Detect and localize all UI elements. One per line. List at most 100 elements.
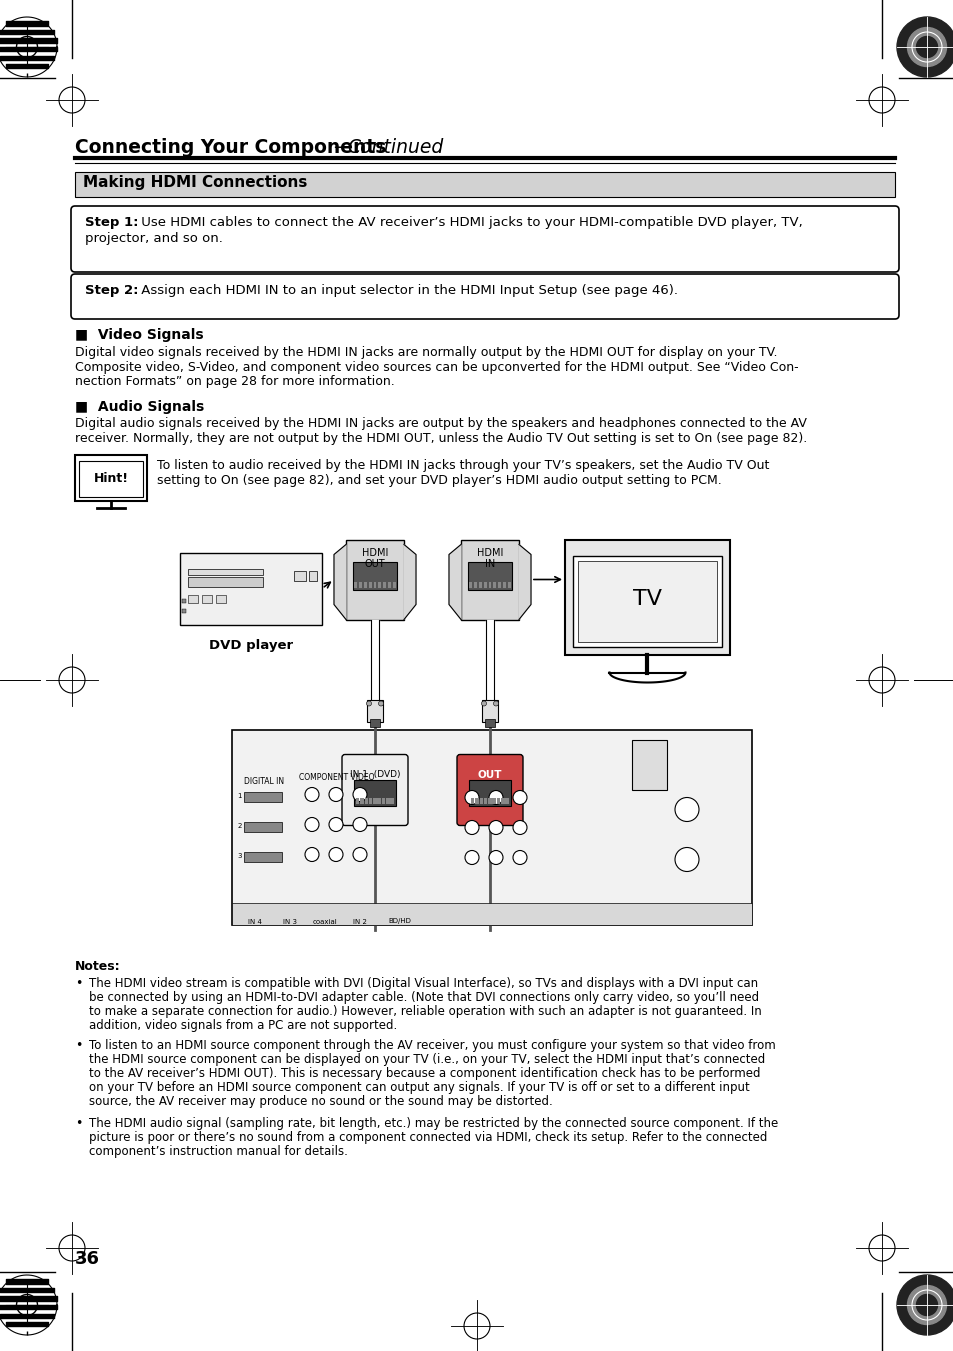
Bar: [180, 553, 322, 624]
Bar: [188, 569, 263, 574]
Text: Notes:: Notes:: [75, 959, 120, 973]
Bar: [355, 797, 359, 804]
FancyBboxPatch shape: [71, 274, 898, 319]
Text: DIGITAL IN: DIGITAL IN: [244, 777, 284, 786]
Circle shape: [366, 701, 371, 707]
Circle shape: [489, 790, 502, 804]
Bar: [474, 581, 476, 588]
Bar: [244, 821, 282, 831]
Bar: [483, 581, 486, 588]
Text: 3: 3: [237, 854, 242, 859]
Bar: [390, 797, 394, 804]
Text: ■  Video Signals: ■ Video Signals: [75, 328, 203, 342]
Bar: [578, 561, 717, 642]
Text: —: —: [333, 138, 352, 157]
Text: HDMI
IN: HDMI IN: [476, 547, 502, 569]
Polygon shape: [0, 1275, 57, 1335]
Bar: [493, 581, 496, 588]
Bar: [488, 581, 491, 588]
Circle shape: [675, 847, 699, 871]
Text: •: •: [75, 1039, 82, 1052]
Text: setting to On (see page 82), and set your DVD player’s HDMI audio output setting: setting to On (see page 82), and set you…: [157, 474, 721, 486]
Circle shape: [916, 1294, 937, 1316]
Bar: [202, 594, 212, 603]
Circle shape: [329, 847, 343, 862]
Bar: [564, 539, 729, 654]
Bar: [388, 581, 391, 588]
Circle shape: [305, 817, 318, 831]
Bar: [505, 797, 508, 804]
Text: TV: TV: [633, 589, 661, 609]
Circle shape: [481, 701, 486, 707]
Text: Composite video, S-Video, and component video sources can be upconverted for the: Composite video, S-Video, and component …: [75, 361, 798, 373]
Text: on your TV before an HDMI source component can output any signals. If your TV is: on your TV before an HDMI source compone…: [89, 1082, 749, 1094]
Text: the HDMI source component can be displayed on your TV (i.e., on your TV, select : the HDMI source component can be display…: [89, 1054, 764, 1066]
Bar: [215, 594, 226, 603]
Circle shape: [353, 817, 367, 831]
Bar: [374, 581, 376, 588]
Circle shape: [353, 847, 367, 862]
Text: to the AV receiver’s HDMI OUT). This is necessary because a component identifica: to the AV receiver’s HDMI OUT). This is …: [89, 1067, 760, 1081]
Text: addition, video signals from a PC are not supported.: addition, video signals from a PC are no…: [89, 1019, 396, 1032]
Text: DVD player: DVD player: [209, 639, 293, 651]
Text: HDMI
OUT: HDMI OUT: [361, 547, 388, 569]
Bar: [481, 700, 497, 721]
Polygon shape: [449, 544, 460, 620]
Bar: [488, 797, 491, 804]
Text: OUT: OUT: [477, 770, 501, 780]
Circle shape: [464, 851, 478, 865]
Bar: [244, 851, 282, 862]
Bar: [353, 562, 396, 589]
Text: source, the AV receiver may produce no sound or the sound may be distorted.: source, the AV receiver may produce no s…: [89, 1096, 552, 1109]
Bar: [475, 797, 478, 804]
Text: 1: 1: [237, 793, 242, 800]
Circle shape: [906, 1286, 945, 1324]
Bar: [393, 581, 395, 588]
Bar: [294, 570, 306, 581]
Text: BD/HD: BD/HD: [388, 919, 411, 924]
Text: Hint!: Hint!: [93, 471, 129, 485]
Text: •: •: [75, 977, 82, 989]
Circle shape: [464, 790, 478, 804]
Bar: [363, 581, 366, 588]
Text: 36: 36: [75, 1250, 100, 1269]
Bar: [367, 700, 382, 721]
Text: The HDMI video stream is compatible with DVI (Digital Visual Interface), so TVs : The HDMI video stream is compatible with…: [89, 977, 758, 989]
Bar: [469, 581, 472, 588]
Bar: [502, 581, 506, 588]
Text: Use HDMI cables to connect the AV receiver’s HDMI jacks to your HDMI-compatible : Use HDMI cables to connect the AV receiv…: [137, 216, 801, 230]
Text: The HDMI audio signal (sampling rate, bit length, etc.) may be restricted by the: The HDMI audio signal (sampling rate, bi…: [89, 1116, 778, 1129]
Bar: [484, 719, 495, 727]
Bar: [188, 594, 198, 603]
Bar: [468, 562, 512, 589]
Bar: [479, 797, 482, 804]
Bar: [354, 581, 356, 588]
Bar: [483, 797, 487, 804]
Text: nection Formats” on page 28 for more information.: nection Formats” on page 28 for more inf…: [75, 376, 395, 388]
Text: IN 4: IN 4: [248, 919, 262, 924]
Bar: [378, 581, 381, 588]
Bar: [79, 461, 143, 497]
Text: to make a separate connection for audio.) However, reliable operation with such : to make a separate connection for audio.…: [89, 1005, 760, 1017]
Bar: [360, 797, 363, 804]
Bar: [358, 581, 361, 588]
Bar: [188, 577, 263, 586]
Bar: [497, 797, 499, 804]
Circle shape: [675, 797, 699, 821]
Circle shape: [305, 847, 318, 862]
Bar: [471, 797, 474, 804]
Circle shape: [513, 790, 526, 804]
Bar: [354, 780, 395, 805]
Text: component’s instruction manual for details.: component’s instruction manual for detai…: [89, 1144, 348, 1158]
Bar: [182, 598, 186, 603]
Bar: [232, 730, 751, 924]
Text: IN 3: IN 3: [283, 919, 296, 924]
Circle shape: [378, 701, 383, 707]
Text: Continued: Continued: [347, 138, 443, 157]
Text: COMPONENT VIDEO: COMPONENT VIDEO: [299, 773, 375, 781]
Bar: [573, 555, 721, 647]
Bar: [75, 172, 894, 197]
Circle shape: [464, 820, 478, 835]
Circle shape: [329, 788, 343, 801]
Text: coaxial: coaxial: [313, 919, 337, 924]
